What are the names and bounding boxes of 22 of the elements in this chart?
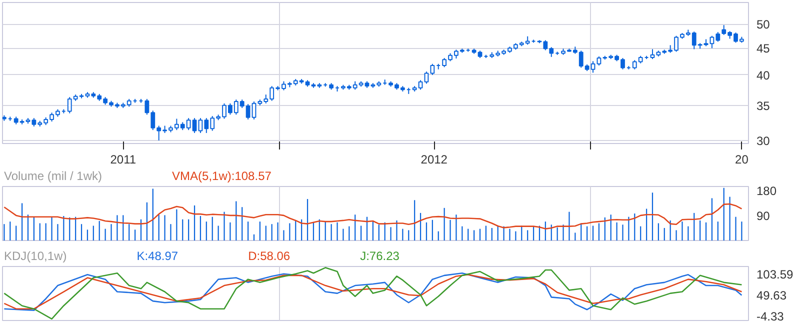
y-tick-label: -4.33 — [756, 309, 784, 324]
y-tick-label: 180 — [756, 184, 777, 198]
line-series — [4, 267, 742, 320]
x-tick-label: 2012 — [420, 152, 448, 166]
line-series — [4, 203, 742, 230]
series-label: D:58.06 — [248, 249, 290, 263]
chart-title: KDJ(10,1w) — [4, 249, 67, 263]
candlestick — [442, 57, 447, 68]
y-tick-label: 103.59 — [756, 268, 794, 282]
chart-title: Volume (mil / 1wk) — [4, 169, 102, 183]
y-tick-label: 30 — [756, 134, 770, 148]
y-tick-label: 90 — [756, 208, 770, 223]
series-label: VMA(5,1w):108.57 — [172, 169, 272, 183]
y-tick-label: 35 — [756, 98, 770, 113]
series-label: J:76.23 — [360, 249, 400, 263]
y-tick-label: 40 — [756, 68, 770, 82]
x-tick-label: 20 — [735, 152, 749, 166]
x-tick-label: 2011 — [110, 152, 136, 166]
y-tick-label: 50 — [756, 18, 770, 32]
y-tick-label: 49.63 — [756, 288, 787, 303]
text: K:48.97 — [136, 249, 178, 263]
y-tick-label: 45 — [756, 42, 770, 56]
